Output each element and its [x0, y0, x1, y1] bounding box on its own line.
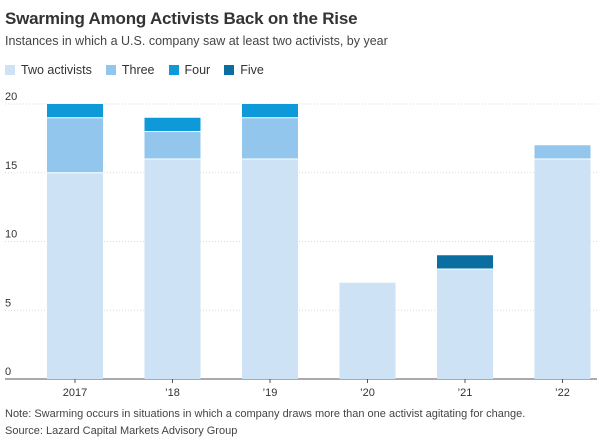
legend-item: Two activists — [5, 63, 92, 77]
legend-item: Three — [105, 63, 155, 77]
legend-item: Five — [224, 63, 264, 77]
legend-swatch — [224, 65, 235, 75]
x-tick-label: ’18 — [165, 387, 180, 399]
legend-label: Three — [121, 63, 155, 77]
bar-segment — [339, 282, 396, 379]
bar-segment — [47, 172, 103, 379]
y-tick-label: 10 — [5, 229, 17, 241]
legend-label: Two activists — [21, 63, 92, 77]
bar-segment — [242, 159, 298, 379]
legend-label: Five — [240, 63, 264, 77]
bar-segment — [534, 145, 591, 159]
chart-note: Note: Swarming occurs in situations in w… — [5, 408, 526, 420]
bar-segment — [242, 117, 298, 159]
y-tick-label: 5 — [5, 297, 11, 309]
bar-segment — [437, 255, 493, 269]
y-tick-label: 15 — [5, 160, 17, 172]
x-tick-label: ’20 — [360, 387, 375, 399]
x-tick-label: 2017 — [63, 387, 87, 399]
bar-segment — [144, 159, 201, 379]
legend: Two activists Three Four Five — [5, 62, 278, 78]
bar-segment — [144, 131, 201, 159]
x-tick-label: ’21 — [458, 387, 473, 399]
x-tick-label: ’22 — [555, 387, 570, 399]
legend-label: Four — [184, 63, 211, 77]
bar-segment — [47, 117, 103, 173]
bar-segment — [144, 117, 201, 132]
y-tick-label: 20 — [5, 91, 17, 103]
bar-segment — [47, 104, 103, 118]
bar-segment — [534, 159, 591, 379]
legend-swatch — [105, 65, 116, 75]
chart-source: Source: Lazard Capital Markets Advisory … — [5, 425, 238, 437]
legend-swatch — [168, 65, 179, 75]
chart-subtitle: Instances in which a U.S. company saw at… — [5, 34, 388, 48]
legend-item: Four — [168, 63, 211, 77]
y-tick-label: 0 — [5, 366, 11, 378]
bar-segment — [242, 104, 298, 118]
bar-segment — [437, 269, 493, 379]
x-tick-label: ’19 — [263, 387, 278, 399]
chart-title: Swarming Among Activists Back on the Ris… — [5, 9, 358, 28]
legend-swatch — [5, 65, 15, 75]
stacked-bar-chart: 0 5 10 15 20 2017 ’18 ’19 ’20 ’21 ’22 — [5, 91, 597, 399]
